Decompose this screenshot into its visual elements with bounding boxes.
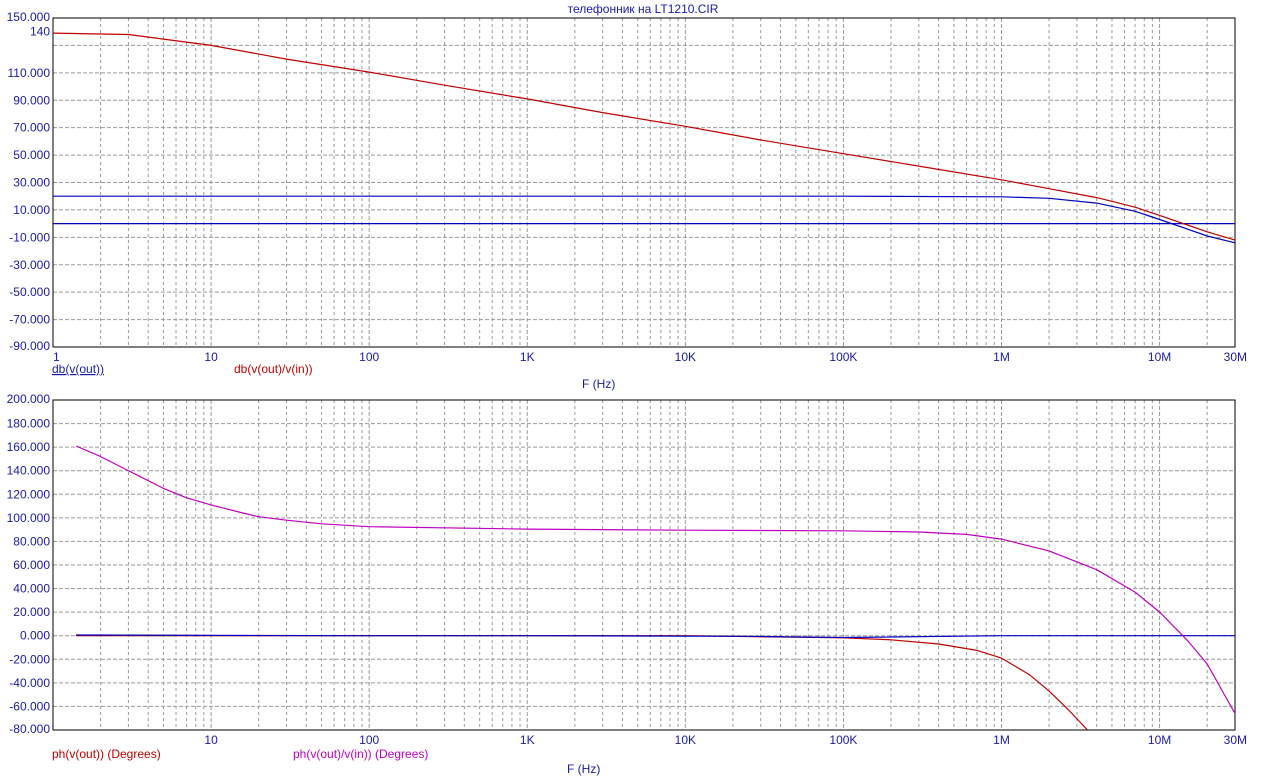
y-tick-label: 10.000 [13,203,50,217]
y-tick-label: -60.000 [9,699,50,713]
x-tick-label: 1K [520,350,535,364]
y-tick-label: 200.000 [7,392,51,406]
y-tick-label: -20.000 [9,652,50,666]
phase-panel: 200.000180.000160.000140.000120.000100.0… [7,392,1247,776]
y-tick-label: 180.000 [7,417,51,431]
magnitude-series-lines [52,32,1236,244]
y-tick-label: 110.000 [8,66,51,80]
y-tick-label: 100.000 [7,511,51,525]
phase-x-axis-label: F (Hz) [567,762,600,776]
chart-title: телефонник на LT1210.CIR [568,2,719,16]
x-tick-label: 1M [993,350,1010,364]
y-tick-label: 30.000 [13,176,50,190]
x-tick-label: 10 [204,350,218,364]
x-tick-label: 100K [829,733,857,747]
x-tick-label: 1K [520,733,535,747]
x-tick-label: 100K [829,350,857,364]
y-tick-label: 140.000 [7,464,51,478]
y-tick-label: -10.000 [9,230,50,244]
y-tick-label: 0.000 [20,629,50,643]
y-tick-label: -90.000 [9,339,50,353]
y-tick-label: 150.000 [7,10,51,24]
y-tick-label: 70.000 [13,121,50,135]
x-tick-label: 10M [1148,350,1171,364]
magnitude-panel: 150.000140110.00090.00070.00050.00030.00… [7,10,1247,391]
y-tick-label: 160.000 [7,440,51,454]
phase-grid [53,400,1236,730]
series-line-db-v-out- [53,195,1236,244]
x-tick-label: 100 [359,350,379,364]
x-tick-label: 30M [1224,350,1247,364]
magnitude-x-axis-label: F (Hz) [582,377,615,391]
y-tick-label: 50.000 [13,148,50,162]
y-tick-label: 90.000 [13,93,50,107]
y-tick-label: 80.000 [13,534,50,548]
y-tick-label: 40.000 [13,582,50,596]
y-tick-label: 120.000 [7,487,51,501]
legend-db-vout-vin: db(v(out)/v(in)) [234,362,313,376]
x-tick-label: 10K [675,733,696,747]
magnitude-grid [53,18,1236,347]
series-line-ph-v-out-v-in-degrees- [75,445,1236,714]
y-tick-label: 60.000 [13,558,50,572]
x-tick-label: 1 [53,350,60,364]
series-line-db-v-out-v-in- [52,32,1236,241]
y-tick-label: -80.000 [9,722,50,736]
series-line-unlabeled [76,634,1235,639]
legend-ph-vout: ph(v(out)) (Degrees) [52,747,161,761]
phase-y-tick-labels: 200.000 180.000 160.000 140.000 120.000 100.0… [7,392,51,736]
phase-x-tick-labels: 10 100 1K 10K 100K 1M 10M 30M [204,733,1247,747]
magnitude-plot-frame [52,17,1236,348]
y-tick-label: -30.000 [9,258,50,272]
phase-plot-frame [52,399,1236,731]
x-tick-label: 10M [1148,733,1171,747]
y-tick-label: 140 [30,25,50,39]
legend-db-vout: db(v(out)) [52,362,104,376]
y-tick-label: -70.000 [9,313,50,327]
x-tick-label: 1M [993,733,1010,747]
x-tick-label: 30M [1224,733,1247,747]
x-tick-label: 10 [204,733,218,747]
magnitude-x-tick-labels: 1 10 100 1K 10K 100K 1M 10M 30M [53,350,1247,364]
x-tick-label: 100 [359,733,379,747]
phase-series-lines [75,445,1236,731]
legend-ph-vout-vin: ph(v(out)/v(in)) (Degrees) [293,747,428,761]
y-tick-label: -40.000 [9,676,50,690]
y-tick-label: 20.000 [13,605,50,619]
x-tick-label: 10K [675,350,696,364]
y-tick-label: -50.000 [9,285,50,299]
